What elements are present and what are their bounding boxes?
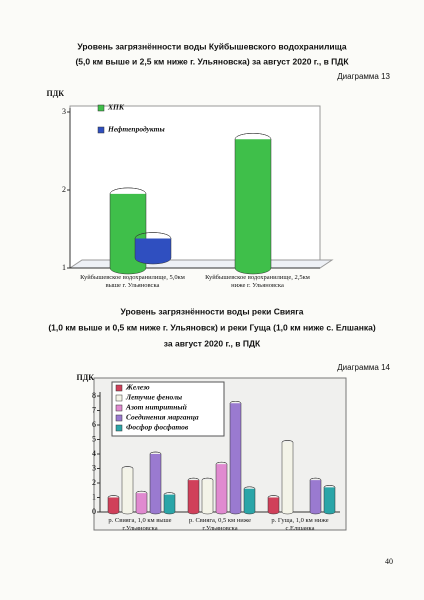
plot-floor [68, 259, 334, 269]
legend-label: Фосфор фосфатов [126, 423, 189, 432]
chart-title: за август 2020 г., в ПДК [164, 338, 261, 348]
bar [135, 490, 148, 515]
bar [229, 401, 242, 515]
y-tick-label: 7 [92, 405, 96, 414]
chart-title: (5,0 км выше и 2,5 км ниже г. Ульяновска… [75, 56, 349, 66]
legend-swatch [115, 394, 123, 402]
legend-label: Нефтепродукты [107, 125, 165, 134]
bar [107, 495, 120, 515]
bar [134, 232, 172, 265]
bar [163, 492, 176, 515]
y-tick-label: 2 [92, 478, 96, 487]
y-axis-label: ПДК [76, 373, 94, 382]
y-tick-label: 4 [92, 449, 96, 458]
legend-box [111, 381, 225, 437]
bar [281, 440, 294, 515]
chart-title: Уровень загрязнённости воды реки Свияга [120, 306, 303, 316]
x-tick-label: р. Гуща, 1,0 км ниже с.Елшанка [271, 517, 329, 532]
bar [187, 477, 200, 515]
legend-label: Железо [125, 383, 150, 392]
y-tick-label: 2 [62, 185, 66, 194]
legend-label: Соединения марганца [126, 413, 199, 422]
bar [121, 466, 134, 515]
diagram-label: Диаграмма 14 [337, 363, 390, 372]
y-tick-label: 6 [92, 420, 96, 429]
legend-swatch [115, 414, 123, 422]
x-tick-label: р. Свияга, 1,0 км выше г.Ульяновска [108, 517, 172, 532]
bar [309, 477, 322, 515]
y-tick-label: 3 [62, 107, 66, 116]
legend-swatch [97, 104, 105, 112]
legend-swatch [115, 384, 123, 392]
page-number: 40 [385, 557, 393, 566]
chart-title: Уровень загрязнённости воды Куйбышевског… [77, 41, 346, 51]
bar [323, 485, 336, 515]
y-tick-label: 5 [92, 434, 96, 443]
legend-label: Азот нитритный [125, 403, 187, 412]
y-tick-label: 1 [62, 263, 66, 272]
legend-swatch [97, 126, 105, 134]
x-tick-label: р. Свияга, 0,5 км ниже г.Ульяновска [188, 517, 252, 532]
chart-title: (1,0 км выше и 0,5 км ниже г. Ульяновск)… [48, 322, 376, 332]
x-tick-label: Куйбышевское водохранилище, 5,0км выше г… [80, 274, 185, 289]
legend-swatch [115, 424, 123, 432]
legend-swatch [115, 404, 123, 412]
bar [215, 461, 228, 515]
y-axis-label: ПДК [46, 89, 64, 98]
x-tick-label: Куйбышевское водохранилище, 2,5км ниже г… [205, 274, 310, 289]
bar [149, 451, 162, 515]
y-tick-label: 3 [92, 463, 96, 472]
diagram-label: Диаграмма 13 [337, 72, 390, 81]
bar [267, 495, 280, 515]
bar [201, 477, 214, 515]
y-tick-label: 0 [92, 507, 96, 516]
y-tick-label: 1 [92, 492, 96, 501]
bar [243, 486, 256, 515]
legend-label: Летучие фенолы [125, 393, 182, 402]
y-tick-label: 8 [92, 391, 96, 400]
bar [234, 133, 272, 275]
legend-label: ХПК [107, 103, 125, 112]
